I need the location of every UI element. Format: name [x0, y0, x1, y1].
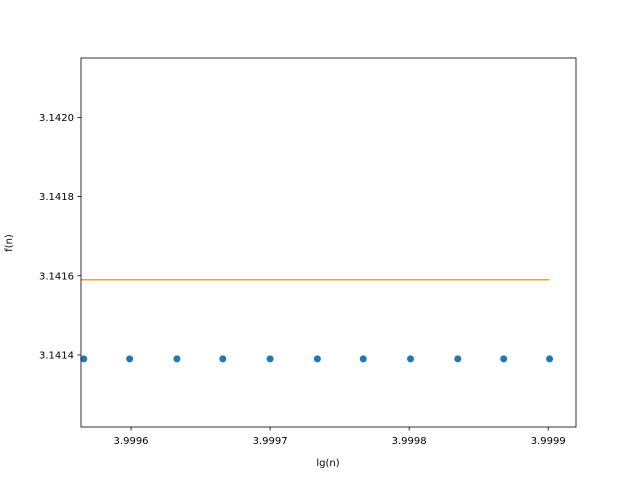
plot-frame	[80, 57, 577, 428]
point	[313, 355, 321, 363]
y-tick-label: 3.1414	[39, 350, 74, 361]
x-tick-label: 3.9999	[531, 436, 566, 447]
point	[359, 355, 367, 363]
point	[500, 355, 508, 363]
point	[80, 355, 88, 363]
x-tick-label: 3.9997	[253, 436, 288, 447]
y-tick-label: 3.1416	[39, 271, 74, 282]
x-tick-label: 3.9998	[392, 436, 427, 447]
point	[219, 355, 227, 363]
point	[407, 355, 415, 363]
point	[454, 355, 462, 363]
y-axis-label: f(n)	[4, 234, 15, 252]
point	[126, 355, 134, 363]
point	[546, 355, 554, 363]
y-tick-label: 3.1420	[39, 113, 74, 124]
x-axis-label: lg(n)	[316, 458, 339, 469]
y-tick-label: 3.1418	[39, 192, 74, 203]
x-tick-label: 3.9996	[114, 436, 149, 447]
point	[266, 355, 274, 363]
point	[173, 355, 181, 363]
